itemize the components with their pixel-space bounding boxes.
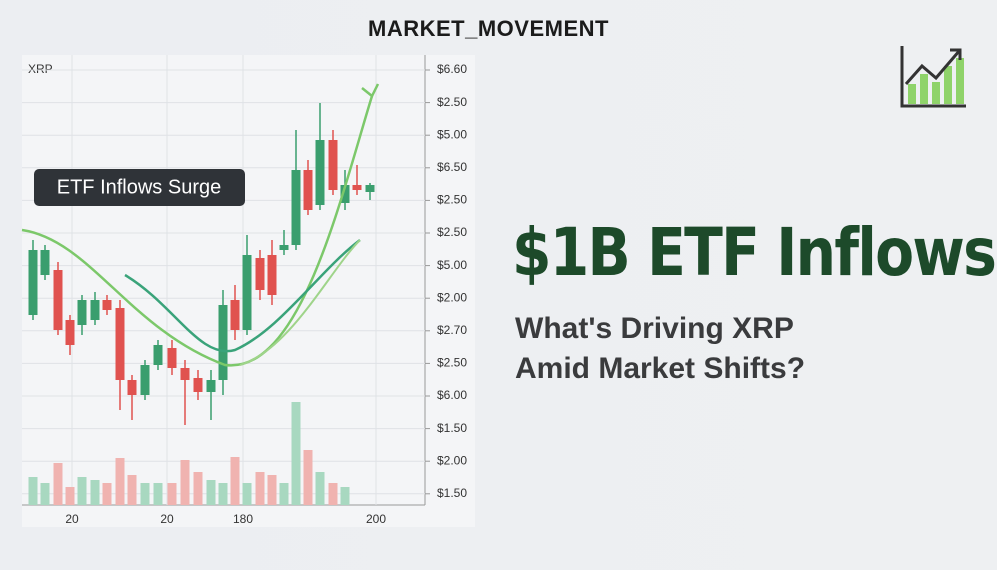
candle-body (328, 140, 338, 190)
y-tick-label: $2.70 (437, 323, 467, 337)
candle-body (218, 305, 228, 380)
candle-body (303, 170, 313, 210)
y-tick-label: $2.00 (437, 453, 467, 467)
candle-body (127, 380, 137, 395)
subheadline-line: Amid Market Shifts? (515, 352, 806, 385)
candle-body (53, 270, 63, 330)
volume-bar (53, 463, 63, 505)
volume-bar (28, 477, 38, 505)
volume-bar (242, 483, 252, 505)
y-tick-label: $2.50 (437, 95, 467, 109)
candle-body (102, 300, 112, 310)
y-tick-label: $5.00 (437, 258, 467, 272)
trend-line (21, 95, 374, 367)
y-tick-label: $2.00 (437, 290, 467, 304)
volume-bar (153, 483, 163, 505)
x-tick-label: 20 (160, 512, 174, 526)
candle-body (242, 255, 252, 330)
candle-body (167, 348, 177, 368)
y-tick-label: $6.00 (437, 388, 467, 402)
annotation: ETF Inflows Surge (57, 176, 222, 198)
candle-body (255, 258, 265, 290)
subheadline-line: What's Driving XRP (515, 312, 794, 345)
candlestick-chart: XRP $6.60 $2.50 $5.00 $6.50 $2.50 $2.50 $5.00 $… (21, 55, 475, 527)
volume-bar (218, 483, 228, 505)
volume-bar (77, 477, 87, 505)
candle-body (140, 365, 150, 395)
volume-bar (303, 450, 313, 505)
y-tick-label: $6.60 (437, 62, 467, 76)
y-tick-label: $2.50 (437, 193, 467, 207)
candle-body (193, 378, 203, 392)
volume-bar (90, 480, 100, 505)
volume-bar (279, 483, 289, 505)
candle-body (365, 185, 375, 192)
volume-bar (267, 475, 277, 505)
candle-body (153, 345, 163, 365)
volume-bar (193, 472, 203, 505)
candle-body (65, 320, 75, 345)
volume-bar (206, 480, 216, 505)
volume-bar (291, 402, 301, 505)
candle-body (90, 300, 100, 320)
y-tick-label: $1.50 (437, 486, 467, 500)
volume-bar (167, 483, 177, 505)
volume-bar (40, 483, 50, 505)
candle-body (206, 380, 216, 392)
candle-body (291, 170, 301, 245)
candle-body (340, 185, 350, 203)
candle-body (230, 300, 240, 330)
candle-body (315, 140, 325, 205)
y-tick-label: $5.00 (437, 127, 467, 141)
candle-body (28, 250, 38, 315)
page-title: MARKET_MOVEMENT (368, 16, 609, 41)
y-tick-label: $2.50 (437, 225, 467, 239)
x-tick-label: 200 (366, 512, 386, 526)
candle-body (352, 185, 362, 190)
volume-bar (328, 483, 338, 505)
volume-bar (255, 472, 265, 505)
y-tick-label: $6.50 (437, 160, 467, 174)
volume-bar (115, 458, 125, 505)
candle-body (40, 250, 50, 275)
volume-bar (102, 483, 112, 505)
moving-average (124, 239, 361, 353)
volume-bar (180, 460, 190, 505)
x-tick-label: 180 (233, 512, 253, 526)
volume-bar (140, 483, 150, 505)
candle-body (77, 300, 87, 325)
annotation-box (34, 169, 245, 206)
volume-bar (315, 472, 325, 505)
volume-bar (127, 475, 137, 505)
volume-bar (340, 487, 350, 505)
symbol-label: XRP (28, 62, 53, 76)
headline: $1B ETF Inflows (512, 214, 997, 291)
moving-average-2 (239, 239, 361, 366)
volume-bar (230, 457, 240, 505)
volume-bar (65, 487, 75, 505)
candle-body (115, 308, 125, 380)
x-tick-label: 20 (65, 512, 79, 526)
chart-icon (900, 46, 966, 108)
trend-arrow (361, 83, 380, 98)
y-tick-label: $2.50 (437, 356, 467, 370)
candle-body (267, 255, 277, 295)
candle-body (180, 368, 190, 380)
candle-body (279, 245, 289, 250)
y-tick-label: $1.50 (437, 421, 467, 435)
